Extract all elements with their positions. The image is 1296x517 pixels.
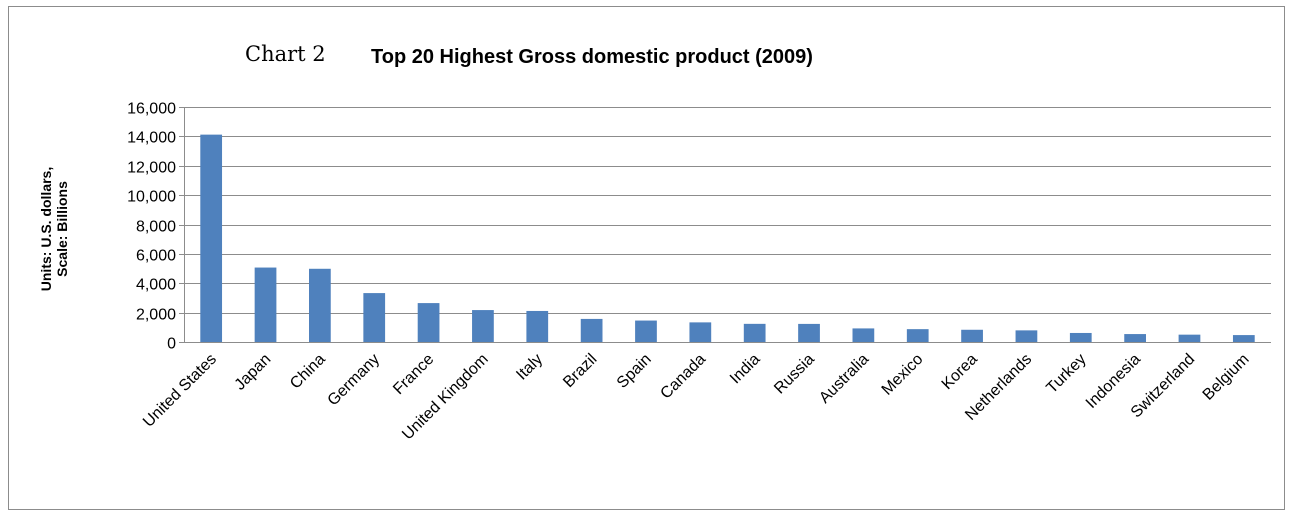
y-tick-label: 0: [167, 336, 176, 353]
x-tick-label: Russia: [771, 351, 818, 398]
y-tick-label: 14,000: [127, 130, 176, 147]
x-tick-label: United States: [140, 351, 220, 431]
x-tick-label: Korea: [939, 351, 981, 393]
bar: [1069, 332, 1092, 342]
x-tick-label: Australia: [816, 351, 872, 407]
bar: [689, 322, 712, 342]
x-tick-label: Japan: [232, 351, 275, 394]
x-tick-label: Italy: [513, 351, 546, 384]
y-tick-label: 2,000: [136, 307, 176, 324]
x-tick-label: Germany: [325, 351, 384, 410]
y-tick-label: 10,000: [127, 189, 176, 206]
bar: [852, 328, 875, 342]
bar: [580, 318, 603, 342]
chart-frame: Chart 2 Top 20 Highest Gross domestic pr…: [8, 6, 1285, 510]
chart-title: Top 20 Highest Gross domestic product (2…: [371, 46, 813, 68]
x-tick-label: Belgium: [1200, 351, 1253, 404]
bar: [1015, 330, 1038, 342]
bar: [254, 267, 277, 342]
y-axis-label-line-1: Units: U.S. dollars,: [38, 167, 54, 291]
bar: [906, 329, 929, 342]
chart-title-prefix: Chart 2: [245, 42, 326, 66]
bar: [472, 310, 494, 342]
y-tick-label: 12,000: [127, 160, 176, 177]
bar: [743, 323, 766, 342]
x-tick-label: India: [727, 351, 764, 388]
bar: [798, 323, 820, 342]
y-tick-label: 4,000: [136, 277, 176, 294]
bar: [363, 293, 386, 342]
bar: [1124, 334, 1146, 342]
bar: [526, 310, 549, 342]
bar: [961, 329, 983, 342]
y-axis-label-line-2: Scale: Billions: [54, 181, 70, 277]
y-axis-label: Units: U.S. dollars, Scale: Billions: [38, 167, 70, 291]
bar: [1178, 334, 1201, 342]
gridlines: [179, 107, 1271, 343]
x-tick-label: Mexico: [879, 351, 927, 399]
y-tick-label: 8,000: [136, 219, 176, 236]
bar: [417, 303, 440, 342]
x-tick-label: China: [287, 351, 329, 393]
x-tick-label: Canada: [658, 351, 710, 403]
x-tick-label: France: [390, 351, 437, 398]
bar: [635, 320, 657, 342]
bar-chart: Chart 2 Top 20 Highest Gross domestic pr…: [38, 42, 1271, 444]
y-tick-label: 6,000: [136, 248, 176, 265]
bar: [1232, 335, 1255, 342]
bar: [200, 134, 223, 342]
bar: [309, 268, 331, 342]
y-axis-ticks: 0 2,000 4,000 6,000 8,000 10,000 12,000 14,000 1…: [127, 101, 176, 353]
x-tick-label: Spain: [614, 351, 655, 392]
x-tick-label: Brazil: [560, 351, 600, 391]
x-tick-label: Turkey: [1043, 351, 1089, 397]
bars: [200, 134, 1255, 342]
y-tick-label: 16,000: [127, 101, 176, 118]
